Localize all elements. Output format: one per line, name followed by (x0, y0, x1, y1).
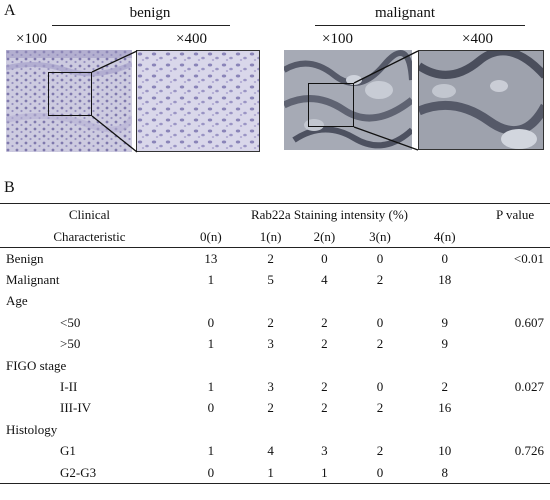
panel-a-label: A (4, 2, 16, 19)
benign-micrograph-100x (6, 50, 132, 152)
malignant-mag-400: ×400 (462, 31, 493, 47)
benign-zoom-box (48, 72, 92, 116)
table-row: FIGO stage (6, 357, 67, 373)
benign-title: benign (129, 5, 171, 21)
table-row: G1 1 4 3 2 10 0.726 (60, 443, 544, 459)
malignant-title: malignant (375, 5, 435, 21)
header-intensity-2: 2(n) (298, 226, 351, 248)
header-characteristic: Characteristic (0, 226, 179, 248)
header-clinical: Clinical (0, 203, 179, 226)
table-row: G2-G3 0 1 1 0 8 (0, 461, 550, 485)
header-staining-intensity: Rab22a Staining intensity (%) (178, 203, 481, 226)
malignant-mag-100: ×100 (322, 31, 353, 47)
table-row: I-II 1 3 2 0 2 0.027 (60, 379, 544, 395)
header-intensity-4: 4(n) (409, 226, 481, 248)
benign-mag-100: ×100 (16, 31, 47, 47)
benign-mag-400: ×400 (176, 31, 207, 47)
table-header-row-2: Characteristic 0(n) 1(n) 2(n) 3(n) 4(n) (0, 226, 550, 248)
benign-micrograph-400x (136, 50, 260, 152)
benign-zoom-lines (91, 50, 138, 153)
table-row: <50 0 2 2 0 9 0.607 (60, 314, 544, 330)
table-row: III-IV 0 2 2 2 16 (60, 400, 452, 416)
panel-b-label: B (4, 179, 15, 196)
benign-title-rule (52, 25, 230, 26)
malignant-zoom-box (308, 83, 354, 127)
header-p-value: P value (480, 203, 550, 226)
rab22a-staining-table: Clinical Rab22a Staining intensity (%) P… (0, 203, 550, 485)
table-row: Histology (6, 421, 58, 437)
table-row: Age (6, 293, 28, 309)
malignant-title-rule (315, 25, 525, 26)
table-row: Malignant 1 5 4 2 18 (6, 272, 452, 288)
malignant-zoom-lines (353, 50, 419, 151)
header-intensity-1: 1(n) (242, 226, 299, 248)
table-row: >50 1 3 2 2 9 (60, 336, 448, 352)
header-intensity-3: 3(n) (350, 226, 410, 248)
malignant-micrograph-400x (418, 50, 544, 150)
table-row: Benign 13 2 0 0 0 <0.01 (6, 250, 544, 266)
table-header-row-1: Clinical Rab22a Staining intensity (%) P… (0, 203, 550, 226)
header-intensity-0: 0(n) (178, 226, 243, 248)
